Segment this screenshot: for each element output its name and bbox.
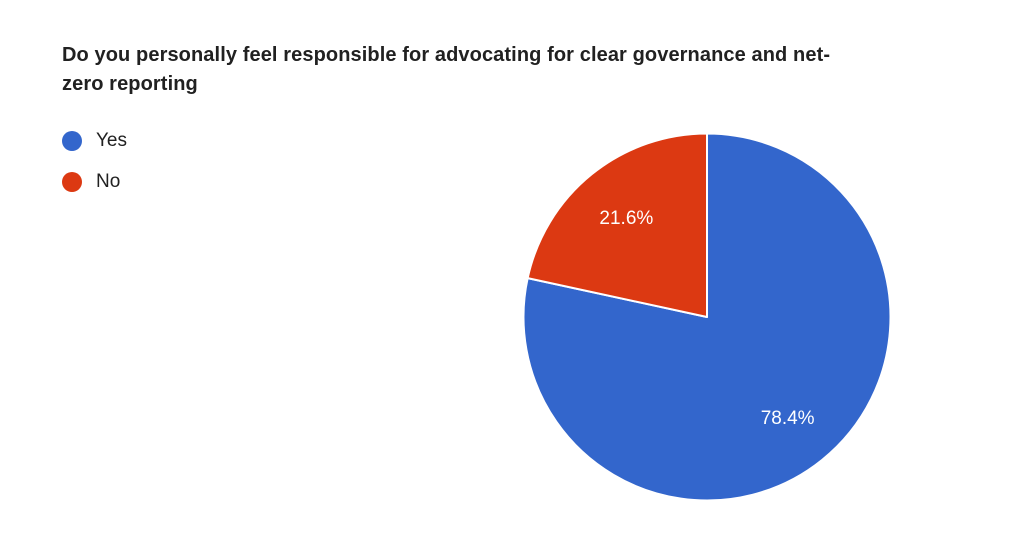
chart-title-line-2: zero reporting <box>62 73 198 95</box>
legend-label-no: No <box>96 171 121 192</box>
slice-label-no: 21.6% <box>599 208 653 229</box>
legend-dot-yes <box>62 131 82 151</box>
legend-dot-no <box>62 172 82 192</box>
legend-item-yes: Yes <box>62 130 127 151</box>
chart-title: Do you personally feel responsible for a… <box>62 41 1022 99</box>
legend: Yes No <box>62 130 127 213</box>
legend-item-no: No <box>62 171 127 192</box>
slice-label-yes: 78.4% <box>761 408 815 429</box>
legend-label-yes: Yes <box>96 130 127 151</box>
pie-slice-no[interactable] <box>526 132 708 318</box>
chart-title-line-1: Do you personally feel responsible for a… <box>62 44 831 66</box>
